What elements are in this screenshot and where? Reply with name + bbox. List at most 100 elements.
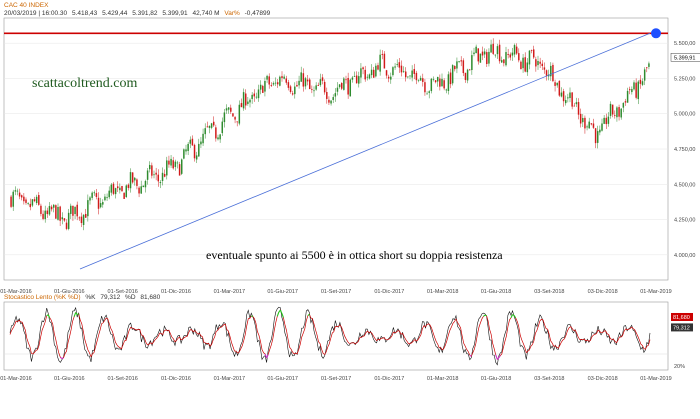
candle-body [441, 79, 442, 86]
candle-body [81, 217, 82, 223]
candle-body [567, 97, 568, 98]
candle-body [443, 80, 444, 88]
candle-body [390, 77, 391, 80]
price-y-tick: 4.500,00 [674, 182, 695, 188]
stoch-x-tick: 01-Set-2016 [108, 376, 138, 382]
candle-body [91, 193, 92, 198]
candle-body [392, 67, 393, 75]
candle-body [386, 70, 387, 75]
candle-body [524, 57, 525, 71]
stoch-k-tag-label: 79,312 [673, 325, 690, 331]
candle-body [620, 109, 621, 118]
candle-body [115, 188, 116, 194]
stoch-panel-frame [4, 302, 668, 370]
price-y-tick: 4.000,00 [674, 253, 695, 259]
candle-body [396, 64, 397, 65]
candle-body [149, 165, 150, 169]
candle-body [194, 145, 195, 158]
candle-body [507, 54, 508, 55]
candle-body [57, 207, 58, 220]
stoch-overbought-segment [76, 313, 78, 315]
stoch-d-tag-label: 81,680 [673, 315, 690, 321]
candle-body [488, 52, 489, 64]
candle-body [563, 91, 564, 101]
candle-body [62, 217, 63, 219]
candle-body [172, 160, 173, 168]
candle-body [475, 47, 476, 53]
stoch-oversold-segment [267, 355, 269, 358]
candle-body [452, 65, 453, 83]
candle-body [352, 78, 353, 80]
candle-body [418, 80, 419, 81]
candle-body [574, 106, 575, 107]
candle-body [102, 202, 103, 205]
candle-body [522, 58, 523, 68]
candle-body [416, 73, 417, 80]
candle-body [324, 82, 325, 92]
candle-body [126, 185, 127, 197]
candle-body [121, 186, 122, 191]
candle-body [571, 92, 572, 106]
candle-body [215, 127, 216, 138]
price-x-tick: 01-Mar-2019 [640, 289, 672, 295]
candle-body [300, 72, 301, 81]
candle-body [164, 174, 165, 177]
candle-body [350, 80, 351, 97]
candle-body [196, 155, 197, 159]
candle-body [499, 45, 500, 61]
candle-body [426, 94, 427, 95]
candle-body [10, 197, 11, 207]
candle-body [559, 81, 560, 96]
volume-value: 42,740 M [192, 10, 219, 17]
candle-body [249, 100, 250, 103]
candle-body [49, 206, 50, 214]
candle-body [435, 80, 436, 82]
candle-body [177, 163, 178, 164]
candle-body [158, 175, 159, 182]
candle-body [379, 55, 380, 72]
stoch-oversold-segment [470, 355, 472, 356]
candle-body [256, 97, 257, 98]
price-x-tick: 03-Set-2018 [534, 289, 564, 295]
stoch-x-tick: 01-Dic-2017 [374, 376, 404, 382]
candle-body [627, 91, 628, 103]
candle-body [138, 188, 139, 194]
candle-body [546, 70, 547, 76]
candle-body [147, 170, 148, 179]
stoch-oversold-segment [496, 355, 498, 359]
stoch-overbought-segment [77, 314, 79, 315]
candle-body [411, 71, 412, 78]
candle-body [266, 76, 267, 80]
stoch-oversold-segment [62, 358, 64, 359]
candle-body [514, 45, 515, 54]
candle-body [401, 66, 402, 73]
candle-body [616, 107, 617, 117]
candle-body [463, 60, 464, 73]
candle-body [358, 76, 359, 84]
candle-body [335, 93, 336, 96]
candle-body [478, 48, 479, 61]
candle-body [187, 144, 188, 151]
candle-body [155, 173, 156, 175]
candle-body [70, 206, 71, 214]
candle-body [318, 85, 319, 86]
candle-body [332, 97, 333, 100]
candle-body [179, 164, 180, 175]
candle-body [612, 105, 613, 115]
candle-body [247, 102, 248, 104]
candle-body [529, 51, 530, 65]
candle-body [72, 206, 73, 216]
candle-body [234, 117, 235, 119]
candle-body [364, 70, 365, 80]
candle-body [36, 197, 37, 203]
candle-body [467, 70, 468, 81]
candle-body [640, 80, 641, 84]
candle-body [603, 118, 604, 124]
candle-body [345, 79, 346, 80]
stoch-overbought-segment [513, 315, 515, 316]
candle-body [625, 101, 626, 102]
candle-body [108, 191, 109, 198]
price-x-tick: 01-Set-2017 [321, 289, 351, 295]
candle-body [288, 82, 289, 88]
candle-body [315, 85, 316, 89]
